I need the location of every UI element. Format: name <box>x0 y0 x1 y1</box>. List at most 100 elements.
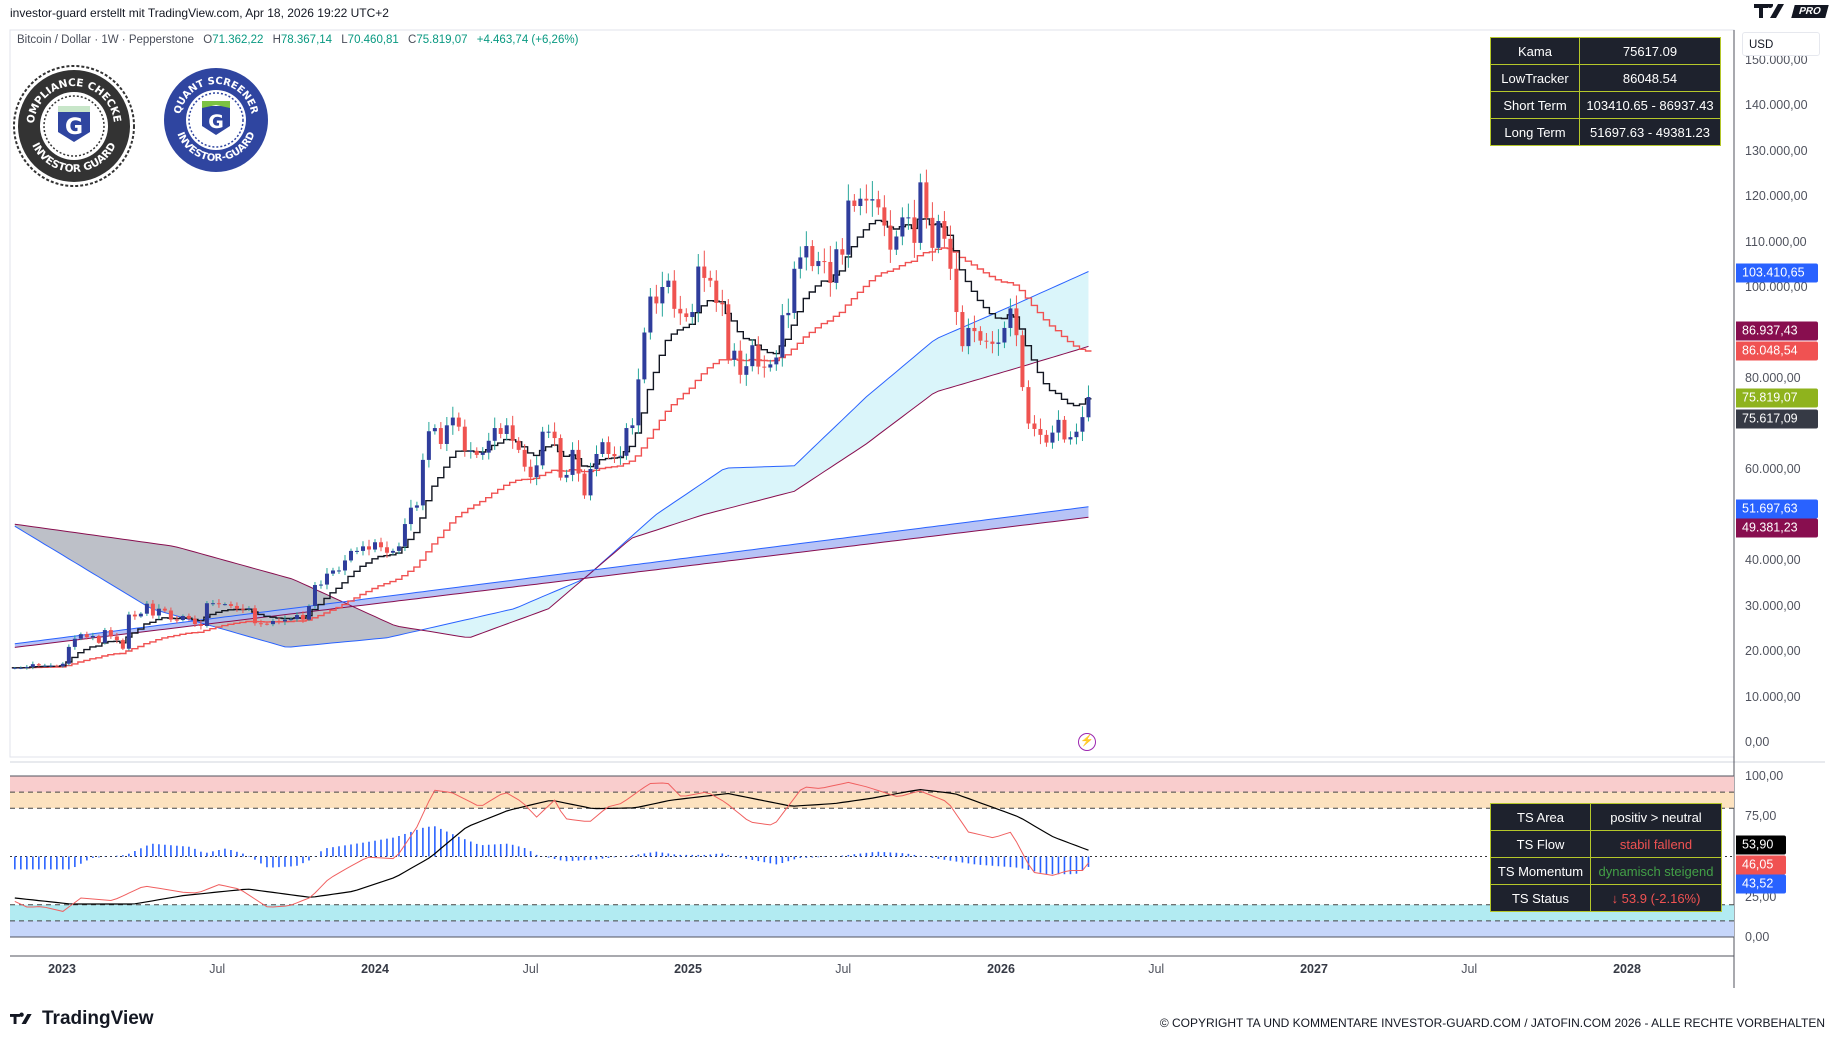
table-row: TS Status ↓ 53.9 (-2.16%) <box>1490 884 1722 912</box>
candle-body <box>828 261 833 283</box>
price-tick-label: 120.000,00 <box>1745 189 1808 203</box>
candle-body <box>432 428 437 432</box>
tradingview-footer-logo: TradingView <box>10 1008 154 1030</box>
candle-body <box>1020 335 1025 388</box>
candle-body <box>492 428 497 441</box>
candle-body <box>66 646 71 664</box>
candle-body <box>78 634 83 639</box>
oscillator-tick-label: 75,00 <box>1745 809 1777 824</box>
candle-body <box>810 246 815 267</box>
candle-body <box>1074 431 1079 438</box>
candle-body <box>192 618 197 625</box>
candle-body <box>948 238 953 269</box>
candle-body <box>1044 434 1049 443</box>
candle-body <box>1002 327 1007 343</box>
candle-body <box>618 455 623 457</box>
time-tick-label: Jul <box>522 962 539 976</box>
candle-body <box>720 302 725 305</box>
candle-body <box>930 217 935 248</box>
candle-body <box>978 331 983 341</box>
price-value-label: 49.381,23 <box>1736 518 1818 538</box>
oversold-extreme-zone <box>10 920 1734 937</box>
price-tick-label: 20.000,00 <box>1745 644 1801 658</box>
candle-body <box>624 428 629 456</box>
symbol-name[interactable]: Bitcoin / Dollar · 1W · Pepperstone <box>17 34 195 46</box>
candle-body <box>408 507 413 525</box>
overbought-zone <box>10 792 1734 809</box>
candle-body <box>468 450 473 452</box>
candle-body <box>102 630 107 643</box>
row-label: TS Status <box>1490 884 1591 912</box>
change-value: +4.463,74 (+6,26%) <box>476 34 579 46</box>
candle-body <box>276 620 281 622</box>
candle-body <box>756 345 761 367</box>
candle-body <box>666 280 671 287</box>
price-tick-label: 40.000,00 <box>1745 553 1801 567</box>
symbol-legend[interactable]: Bitcoin / Dollar · 1W · Pepperstone O71.… <box>17 34 578 46</box>
candle-body <box>936 221 941 248</box>
currency-selector[interactable]: USD <box>1742 32 1820 56</box>
candle-body <box>858 198 863 207</box>
price-tick-label: 30.000,00 <box>1745 598 1801 613</box>
candle-body <box>84 634 89 638</box>
table-row: Long Term 51697.63 - 49381.23 <box>1490 118 1721 146</box>
candle-body <box>138 613 143 617</box>
candle-body <box>438 428 443 444</box>
candle-body <box>384 547 389 553</box>
candle-body <box>546 431 551 433</box>
candle-body <box>672 280 677 309</box>
candle-body <box>912 217 917 243</box>
candle-body <box>312 585 317 606</box>
candle-body <box>18 667 23 669</box>
candle-body <box>900 217 905 237</box>
candle-body <box>870 199 875 201</box>
price-tick-label: 10.000,00 <box>1745 689 1801 704</box>
overbought-extreme-zone <box>10 776 1734 793</box>
price-tick-label: 80.000,00 <box>1745 371 1801 385</box>
lightning-icon[interactable]: ⚡ <box>1078 733 1096 751</box>
candle-body <box>210 603 215 605</box>
oscillator <box>14 781 1090 912</box>
candle-body <box>762 366 767 368</box>
candle-body <box>282 619 287 622</box>
candle-body <box>996 342 1001 344</box>
candle-body <box>768 364 773 368</box>
price-value-label: 75.617,09 <box>1736 409 1818 429</box>
candle-body <box>528 466 533 478</box>
candle-body <box>498 428 503 434</box>
candle-body <box>348 550 353 561</box>
close-value: 75.819,07 <box>416 34 468 46</box>
candle-body <box>696 266 701 313</box>
svg-text:G: G <box>208 111 224 133</box>
long-term-band-fill <box>14 506 1089 648</box>
oscillator-status-table: TS Area positiv > neutral TS Flow stabil f… <box>1490 803 1722 912</box>
row-value: 103410.65 - 86937.43 <box>1579 91 1721 119</box>
close-key: C <box>408 34 417 46</box>
open-value: 71.362,22 <box>212 34 264 46</box>
candle-body <box>516 440 521 450</box>
candle-body <box>906 217 911 219</box>
candle-body <box>114 636 119 641</box>
candle-body <box>780 315 785 358</box>
candle-body <box>366 546 371 550</box>
candle-body <box>90 635 95 638</box>
candle-body <box>1050 432 1055 443</box>
compliance-checked-badge: COMPLIANCE CHECKED INVESTOR GUARD G <box>12 64 135 187</box>
row-label: TS Area <box>1490 803 1591 831</box>
candle-body <box>1086 397 1091 418</box>
candle-body <box>270 620 275 625</box>
candle-body <box>726 304 731 360</box>
table-row: LowTracker 86048.54 <box>1490 64 1721 92</box>
candle-body <box>96 635 101 643</box>
tradingview-logo-icon <box>10 1012 32 1025</box>
candle-body <box>732 350 737 360</box>
quant-screener-badge: QUANT SCREENER INVESTOR-GUARD G <box>164 68 268 172</box>
price-tick-label: 0,00 <box>1745 735 1770 749</box>
candle-body <box>522 449 527 467</box>
candle-body <box>162 608 167 611</box>
candle-body <box>798 257 803 269</box>
candle-body <box>330 570 335 574</box>
candle-body <box>882 207 887 226</box>
price-value-label: 75.819,07 <box>1736 388 1818 408</box>
